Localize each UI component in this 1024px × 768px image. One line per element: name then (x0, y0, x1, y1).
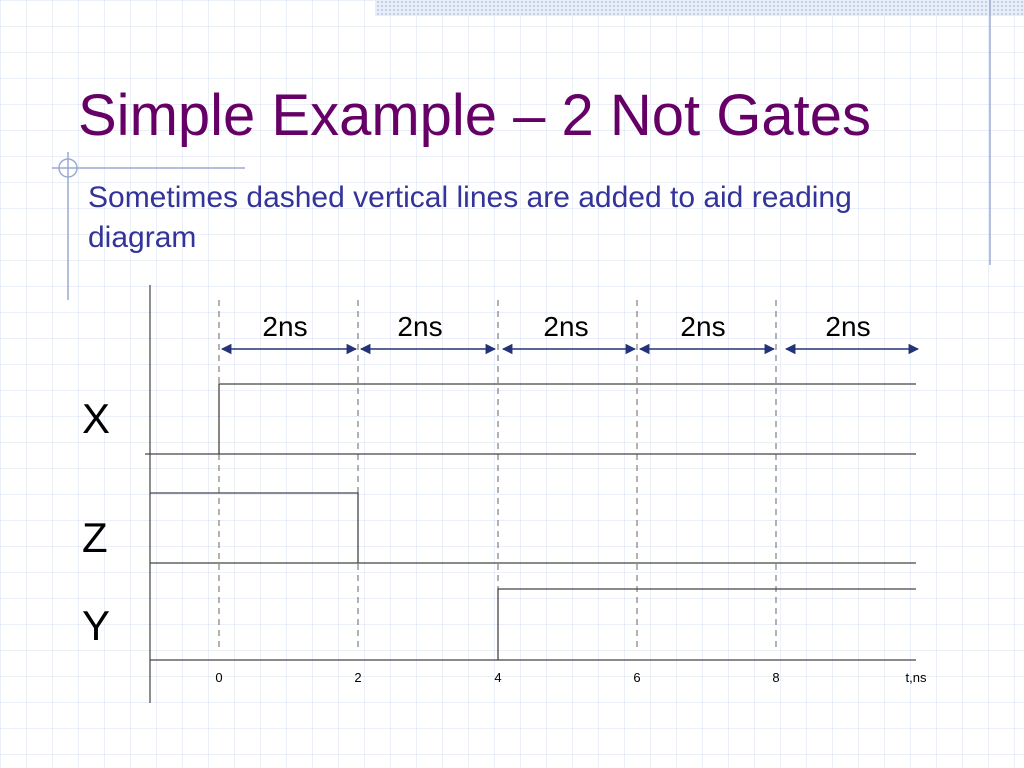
interval-label: 2ns (262, 311, 307, 342)
time-tick-label: 2 (354, 670, 361, 685)
signal-label: X (82, 395, 110, 442)
time-tick-label: 4 (494, 670, 501, 685)
interval-label: 2ns (543, 311, 588, 342)
time-tick-label: 8 (772, 670, 779, 685)
signal-label: Z (82, 514, 108, 561)
interval-label: 2ns (397, 311, 442, 342)
time-axis-unit: t,ns (906, 670, 927, 685)
slide-title: Simple Example – 2 Not Gates (78, 83, 872, 148)
time-tick-label: 6 (633, 670, 640, 685)
interval-label: 2ns (825, 311, 870, 342)
waveforms (145, 383, 916, 660)
subtitle: Sometimes dashed vertical lines are adde… (88, 181, 852, 254)
time-tick-label: 0 (215, 670, 222, 685)
signal-label: Y (82, 602, 110, 649)
interval-label: 2ns (680, 311, 725, 342)
